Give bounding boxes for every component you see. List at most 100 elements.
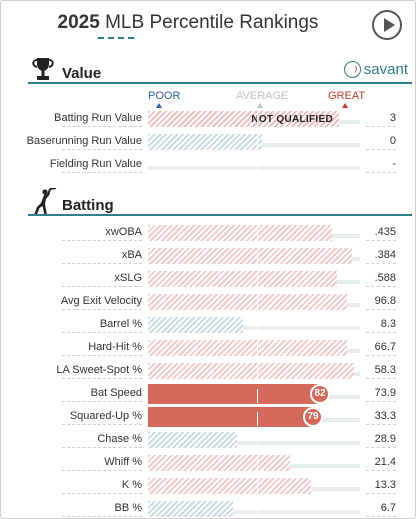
percentile-bar[interactable]	[148, 294, 347, 310]
row-divider	[62, 470, 142, 471]
row-divider	[62, 149, 142, 150]
metric-row[interactable]: Whiff % 21.4	[0, 452, 416, 475]
row-divider	[62, 263, 142, 264]
not-qualified-label: NOT QUALIFIED	[251, 114, 333, 125]
average-line	[257, 320, 258, 334]
metric-row[interactable]: xSLG .588	[0, 268, 416, 291]
metric-value: 58.3	[374, 364, 396, 376]
percentile-bar[interactable]	[148, 384, 322, 404]
metric-label: xBA	[121, 249, 142, 261]
percentile-bar[interactable]	[148, 225, 332, 241]
metric-row[interactable]: Baserunning Run Value 0	[0, 131, 416, 154]
metric-row[interactable]: Fielding Run Value -	[0, 154, 416, 177]
percentile-bar[interactable]	[148, 248, 352, 264]
metric-row[interactable]: xBA .384	[0, 245, 416, 268]
scale-great-marker	[342, 103, 348, 108]
metric-label: Fielding Run Value	[49, 158, 142, 170]
metric-label: Squared-Up %	[69, 410, 142, 422]
percentile-badge[interactable]: 79	[303, 407, 323, 427]
average-line	[257, 504, 258, 518]
percentile-bar[interactable]	[148, 407, 315, 427]
savant-logo[interactable]: savant	[343, 61, 408, 78]
metric-row[interactable]: Batting Run Value NOT QUALIFIED 3	[0, 108, 416, 131]
section-rule	[28, 214, 412, 216]
value-section-title: Value	[62, 65, 102, 82]
value-divider	[366, 378, 396, 379]
percentile-bar[interactable]	[148, 340, 347, 356]
percentile-scale: POOR AVERAGE GREAT	[0, 90, 416, 110]
average-line	[257, 343, 258, 357]
batting-section-title: Batting	[62, 197, 114, 214]
percentile-bar[interactable]	[148, 501, 233, 517]
metric-label: xSLG	[114, 272, 142, 284]
metric-row[interactable]: LA Sweet-Spot % 58.3	[0, 360, 416, 383]
metric-row[interactable]: K % 13.3	[0, 475, 416, 498]
row-divider	[62, 286, 142, 287]
average-line	[257, 435, 258, 449]
scale-average-marker	[257, 103, 263, 108]
average-line	[257, 228, 258, 242]
average-line	[257, 366, 258, 380]
value-divider	[366, 263, 396, 264]
percentile-bar[interactable]	[148, 363, 354, 379]
metric-label: K %	[121, 479, 142, 491]
metric-value: 21.4	[374, 456, 396, 468]
percentile-bar[interactable]: NOT QUALIFIED	[148, 111, 339, 127]
average-line	[257, 114, 258, 128]
value-divider	[366, 401, 396, 402]
percentile-bar[interactable]	[148, 455, 290, 471]
metric-value: 28.9	[374, 433, 396, 445]
metric-label: Baserunning Run Value	[26, 135, 142, 147]
header: 2025 MLB Percentile Rankings	[0, 0, 416, 46]
metric-value: .435	[374, 226, 396, 238]
row-divider	[62, 240, 142, 241]
value-divider	[366, 286, 396, 287]
average-line	[257, 251, 258, 265]
average-line	[257, 274, 258, 288]
percentile-track	[148, 326, 360, 330]
row-divider	[62, 355, 142, 356]
play-icon[interactable]	[372, 10, 402, 40]
savant-logo-text: savant	[363, 61, 408, 78]
average-line	[257, 389, 258, 403]
percentile-bar[interactable]	[148, 134, 262, 150]
row-divider	[62, 424, 142, 425]
average-line	[257, 297, 258, 311]
metric-label: Barrel %	[99, 318, 142, 330]
metric-value: 13.3	[374, 479, 396, 491]
metric-row[interactable]: Squared-Up % 79 33.3	[0, 406, 416, 429]
percentile-bar[interactable]	[148, 432, 237, 448]
row-divider	[62, 401, 142, 402]
average-line	[257, 160, 258, 174]
scale-poor-marker	[156, 103, 162, 108]
percentile-bar[interactable]	[148, 271, 337, 287]
percentile-track	[148, 166, 360, 170]
value-divider	[366, 172, 396, 173]
percentile-badge[interactable]: 82	[310, 384, 330, 404]
row-divider	[62, 172, 142, 173]
percentile-bar[interactable]	[148, 478, 311, 494]
metric-label: Avg Exit Velocity	[60, 295, 142, 307]
scale-average-label: AVERAGE	[236, 90, 289, 102]
scale-great-label: GREAT	[328, 90, 366, 102]
metric-row[interactable]: Avg Exit Velocity 96.8	[0, 291, 416, 314]
row-divider	[62, 516, 142, 517]
metric-row[interactable]: Barrel % 8.3	[0, 314, 416, 337]
value-divider	[366, 493, 396, 494]
scale-poor-label: POOR	[148, 90, 181, 102]
metric-row[interactable]: BB % 6.7	[0, 498, 416, 519]
average-line	[257, 458, 258, 472]
row-divider	[62, 447, 142, 448]
metric-row[interactable]: Hard-Hit % 66.7	[0, 337, 416, 360]
metric-row[interactable]: Chase % 28.9	[0, 429, 416, 452]
metric-label: Hard-Hit %	[88, 341, 142, 353]
metric-label: Batting Run Value	[54, 112, 142, 124]
value-section-header: Value savant	[28, 56, 412, 90]
metric-value: -	[392, 158, 396, 170]
metric-row[interactable]: Bat Speed 82 73.9	[0, 383, 416, 406]
metric-value: .588	[374, 272, 396, 284]
percentile-bar[interactable]	[148, 317, 243, 333]
value-divider	[366, 240, 396, 241]
metric-value: 96.8	[374, 295, 396, 307]
metric-row[interactable]: xwOBA .435	[0, 222, 416, 245]
